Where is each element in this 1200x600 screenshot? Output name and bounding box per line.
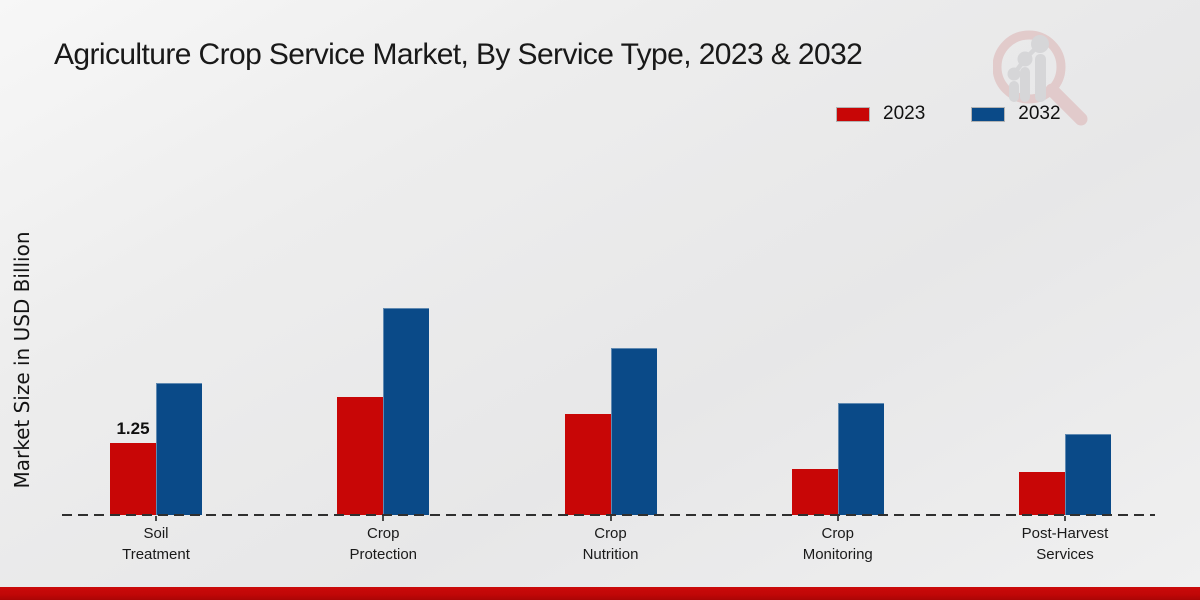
x-axis-tick-crop-monitoring <box>836 516 839 521</box>
bar-2023-soil-treatment <box>110 443 156 515</box>
bar-2032-crop-protection <box>383 308 430 515</box>
bar-2023-crop-nutrition <box>564 414 611 515</box>
legend-swatch-2023 <box>836 106 870 122</box>
data-label-2023-soil-treatment: 1.25 <box>116 419 150 438</box>
x-axis-tick-crop-nutrition <box>609 516 612 521</box>
magnifier-barchart-logo-icon <box>993 30 1088 126</box>
x-axis-tick-soil-treatment <box>155 516 157 521</box>
category-label-post-harvest-services: Post-Harvest Services <box>1021 525 1109 563</box>
x-axis-baseline <box>62 514 1155 516</box>
legend-label-2032: 2032 <box>1018 103 1061 124</box>
bar-2023-crop-monitoring <box>791 469 838 515</box>
legend: 2023 2032 <box>836 103 1061 125</box>
bar-2032-soil-treatment <box>156 383 202 515</box>
category-label-crop-nutrition: Crop Nutrition <box>582 525 639 563</box>
category-label-crop-protection: Crop Protection <box>349 525 418 563</box>
bar-2032-crop-monitoring <box>837 403 884 515</box>
legend-item-2023: 2023 <box>836 103 925 125</box>
bar-2032-crop-nutrition <box>610 348 657 515</box>
legend-label-2023: 2023 <box>883 103 926 124</box>
bar-2032-post-harvest-services <box>1065 434 1111 515</box>
bar-2023-crop-protection <box>337 397 384 515</box>
legend-swatch-2032 <box>971 106 1006 122</box>
x-axis-tick-post-harvest-services <box>1064 516 1066 521</box>
chart-title: Agriculture Crop Service Market, By Serv… <box>54 38 863 71</box>
x-axis-tick-crop-protection <box>382 516 385 521</box>
legend-item-2032: 2032 <box>971 103 1061 125</box>
category-label-crop-monitoring: Crop Monitoring <box>802 525 873 563</box>
footer-accent-bar <box>0 587 1200 600</box>
bar-2023-post-harvest-services <box>1019 472 1065 515</box>
category-label-soil-treatment: Soil Treatment <box>122 525 190 563</box>
